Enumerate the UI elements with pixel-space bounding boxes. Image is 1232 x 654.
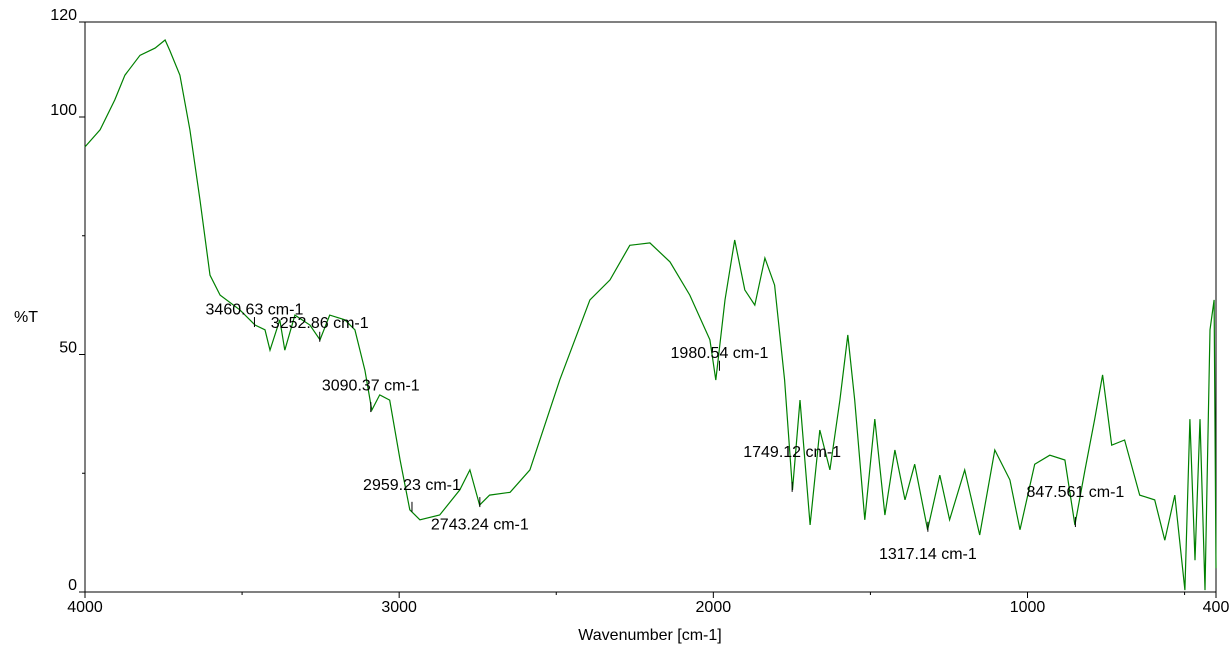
x-axis-label: Wavenumber [cm-1]: [578, 627, 721, 644]
plot-frame: [84, 21, 1217, 593]
peak-label: 3090.37 cm-1: [322, 377, 420, 394]
x-tick-label: 4000: [67, 599, 103, 616]
peak-label: 847.561 cm-1: [1026, 484, 1124, 501]
peak-label: 1749.12 cm-1: [743, 444, 841, 461]
peak-label: 1317.14 cm-1: [879, 546, 977, 563]
x-tick-label: 3000: [381, 599, 417, 616]
peak-label: 3460.63 cm-1: [206, 301, 304, 318]
x-tick-label: 2000: [696, 599, 732, 616]
y-tick-label: 100: [50, 102, 77, 119]
peak-label: 2959.23 cm-1: [363, 477, 461, 494]
y-tick-label: 120: [50, 7, 77, 24]
peak-label: 3252.86 cm-1: [271, 315, 369, 332]
x-tick-label: 400: [1203, 599, 1230, 616]
y-tick-label: 50: [59, 340, 77, 357]
peak-label: 2743.24 cm-1: [431, 516, 529, 533]
y-tick-label: 0: [68, 577, 77, 594]
y-axis-label: %T: [14, 309, 38, 326]
spectrum-line: [84, 39, 1217, 591]
x-tick-label: 1000: [1010, 599, 1046, 616]
peak-label: 1980.54 cm-1: [671, 345, 769, 362]
